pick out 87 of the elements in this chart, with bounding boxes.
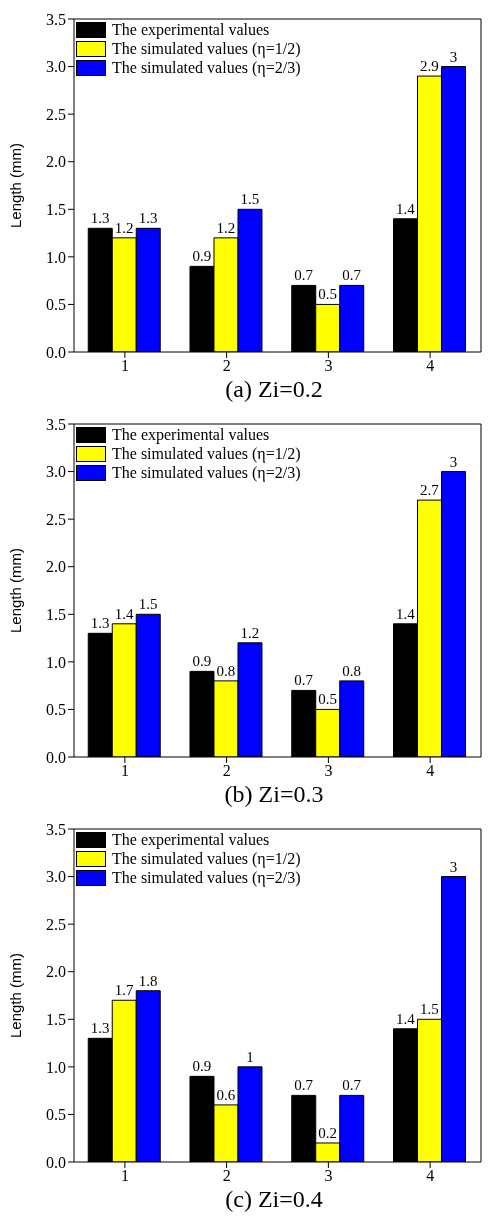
legend-label: The simulated values (η=2/3) [112, 868, 301, 887]
y-tick-label: 1.0 [46, 1058, 66, 1076]
x-tick-label: 4 [426, 357, 435, 375]
legend-label: The simulated values (η=2/3) [112, 463, 301, 482]
data-label: 1.4 [396, 1010, 416, 1027]
legend-label: The simulated values (η=1/2) [112, 39, 301, 58]
data-label: 0.7 [294, 1077, 314, 1094]
data-label: 0.7 [342, 267, 362, 284]
data-label: 1.4 [396, 200, 416, 217]
data-label: 1.3 [90, 615, 110, 632]
data-label: 2.9 [420, 58, 439, 75]
data-label: 0.9 [192, 1058, 212, 1075]
y-tick-label: 2.0 [46, 558, 66, 576]
x-tick-label: 1 [120, 1167, 129, 1185]
y-tick-label: 0.5 [46, 701, 66, 719]
y-tick-label: 1.5 [46, 200, 66, 218]
x-tick-label: 2 [222, 357, 231, 375]
data-label: 0.5 [318, 691, 338, 708]
data-label: 1.2 [114, 219, 134, 236]
data-label: 1.4 [396, 605, 416, 622]
data-label: 0.7 [294, 267, 314, 284]
data-label: 1.3 [90, 1020, 110, 1037]
x-tick-label: 2 [222, 762, 231, 780]
x-tick-label: 3 [324, 357, 333, 375]
data-label: 0.8 [342, 662, 362, 679]
y-tick-label: 3.5 [46, 820, 66, 838]
data-label: 0.9 [192, 653, 212, 670]
y-tick-label: 0.5 [46, 296, 66, 314]
legend-label: The simulated values (η=1/2) [112, 849, 301, 868]
y-tick-label: 0.0 [46, 1153, 66, 1171]
data-label: 3 [449, 48, 458, 65]
y-tick-label: 1.5 [46, 605, 66, 623]
data-label: 1.5 [420, 1001, 439, 1018]
text: (c) Zi=0.4 [224, 1186, 324, 1213]
y-tick-label: 3.0 [46, 463, 66, 481]
data-label: 0.9 [192, 248, 212, 265]
y-tick-label: 2.0 [46, 963, 66, 981]
legend-label: The experimental values [112, 830, 270, 849]
y-axis-title: Length (mm) [7, 952, 25, 1039]
data-label: 0.2 [318, 1124, 338, 1141]
data-label: 2.7 [420, 482, 440, 499]
legend-label: The simulated values (η=1/2) [112, 444, 301, 463]
y-tick-label: 1.0 [46, 248, 66, 266]
y-tick-label: 1.5 [46, 1010, 66, 1028]
data-label: 1.7 [114, 982, 135, 999]
data-label: 3 [449, 858, 458, 875]
data-label: 1.5 [138, 596, 158, 613]
y-tick-label: 0.0 [46, 748, 66, 766]
y-axis-title: Length (mm) [7, 142, 25, 229]
x-tick-label: 1 [120, 357, 129, 375]
data-label: 0.8 [216, 662, 236, 679]
y-axis-title: Length (mm) [7, 547, 25, 634]
legend-label: The experimental values [112, 425, 270, 444]
y-tick-label: 2.5 [46, 510, 66, 528]
data-label: 1.5 [240, 191, 260, 208]
data-label: 1.2 [216, 219, 236, 236]
data-label: 1.4 [114, 605, 135, 622]
text: (a) Zi=0.2 [224, 376, 324, 403]
y-tick-label: 3.5 [46, 10, 66, 28]
x-tick-label: 2 [222, 1167, 231, 1185]
y-tick-label: 0.5 [46, 1106, 66, 1124]
y-tick-label: 2.0 [46, 153, 66, 171]
y-tick-label: 3.0 [46, 868, 66, 886]
data-label: 1.8 [138, 972, 158, 989]
data-label: 1.2 [240, 624, 260, 641]
x-tick-label: 3 [324, 762, 333, 780]
x-tick-label: 4 [426, 762, 435, 780]
y-tick-label: 3.0 [46, 58, 66, 76]
y-tick-label: 2.5 [46, 105, 66, 123]
y-tick-label: 2.5 [46, 915, 66, 933]
x-tick-label: 3 [324, 1167, 333, 1185]
y-tick-label: 3.5 [46, 415, 66, 433]
data-label: 0.7 [294, 672, 314, 689]
y-tick-label: 0.0 [46, 343, 66, 361]
data-label: 3 [449, 453, 458, 470]
data-label: 1.3 [90, 210, 110, 227]
legend-label: The experimental values [112, 20, 270, 39]
data-label: 0.7 [342, 1077, 362, 1094]
data-label: 0.6 [216, 1086, 236, 1103]
x-tick-label: 1 [120, 762, 129, 780]
legend-label: The simulated values (η=2/3) [112, 58, 301, 77]
data-label: 0.5 [318, 286, 338, 303]
x-tick-label: 4 [426, 1167, 435, 1185]
text: (b) Zi=0.3 [223, 781, 325, 808]
data-label: 1.3 [138, 210, 158, 227]
data-label: 1 [246, 1048, 254, 1065]
y-tick-label: 1.0 [46, 653, 66, 671]
